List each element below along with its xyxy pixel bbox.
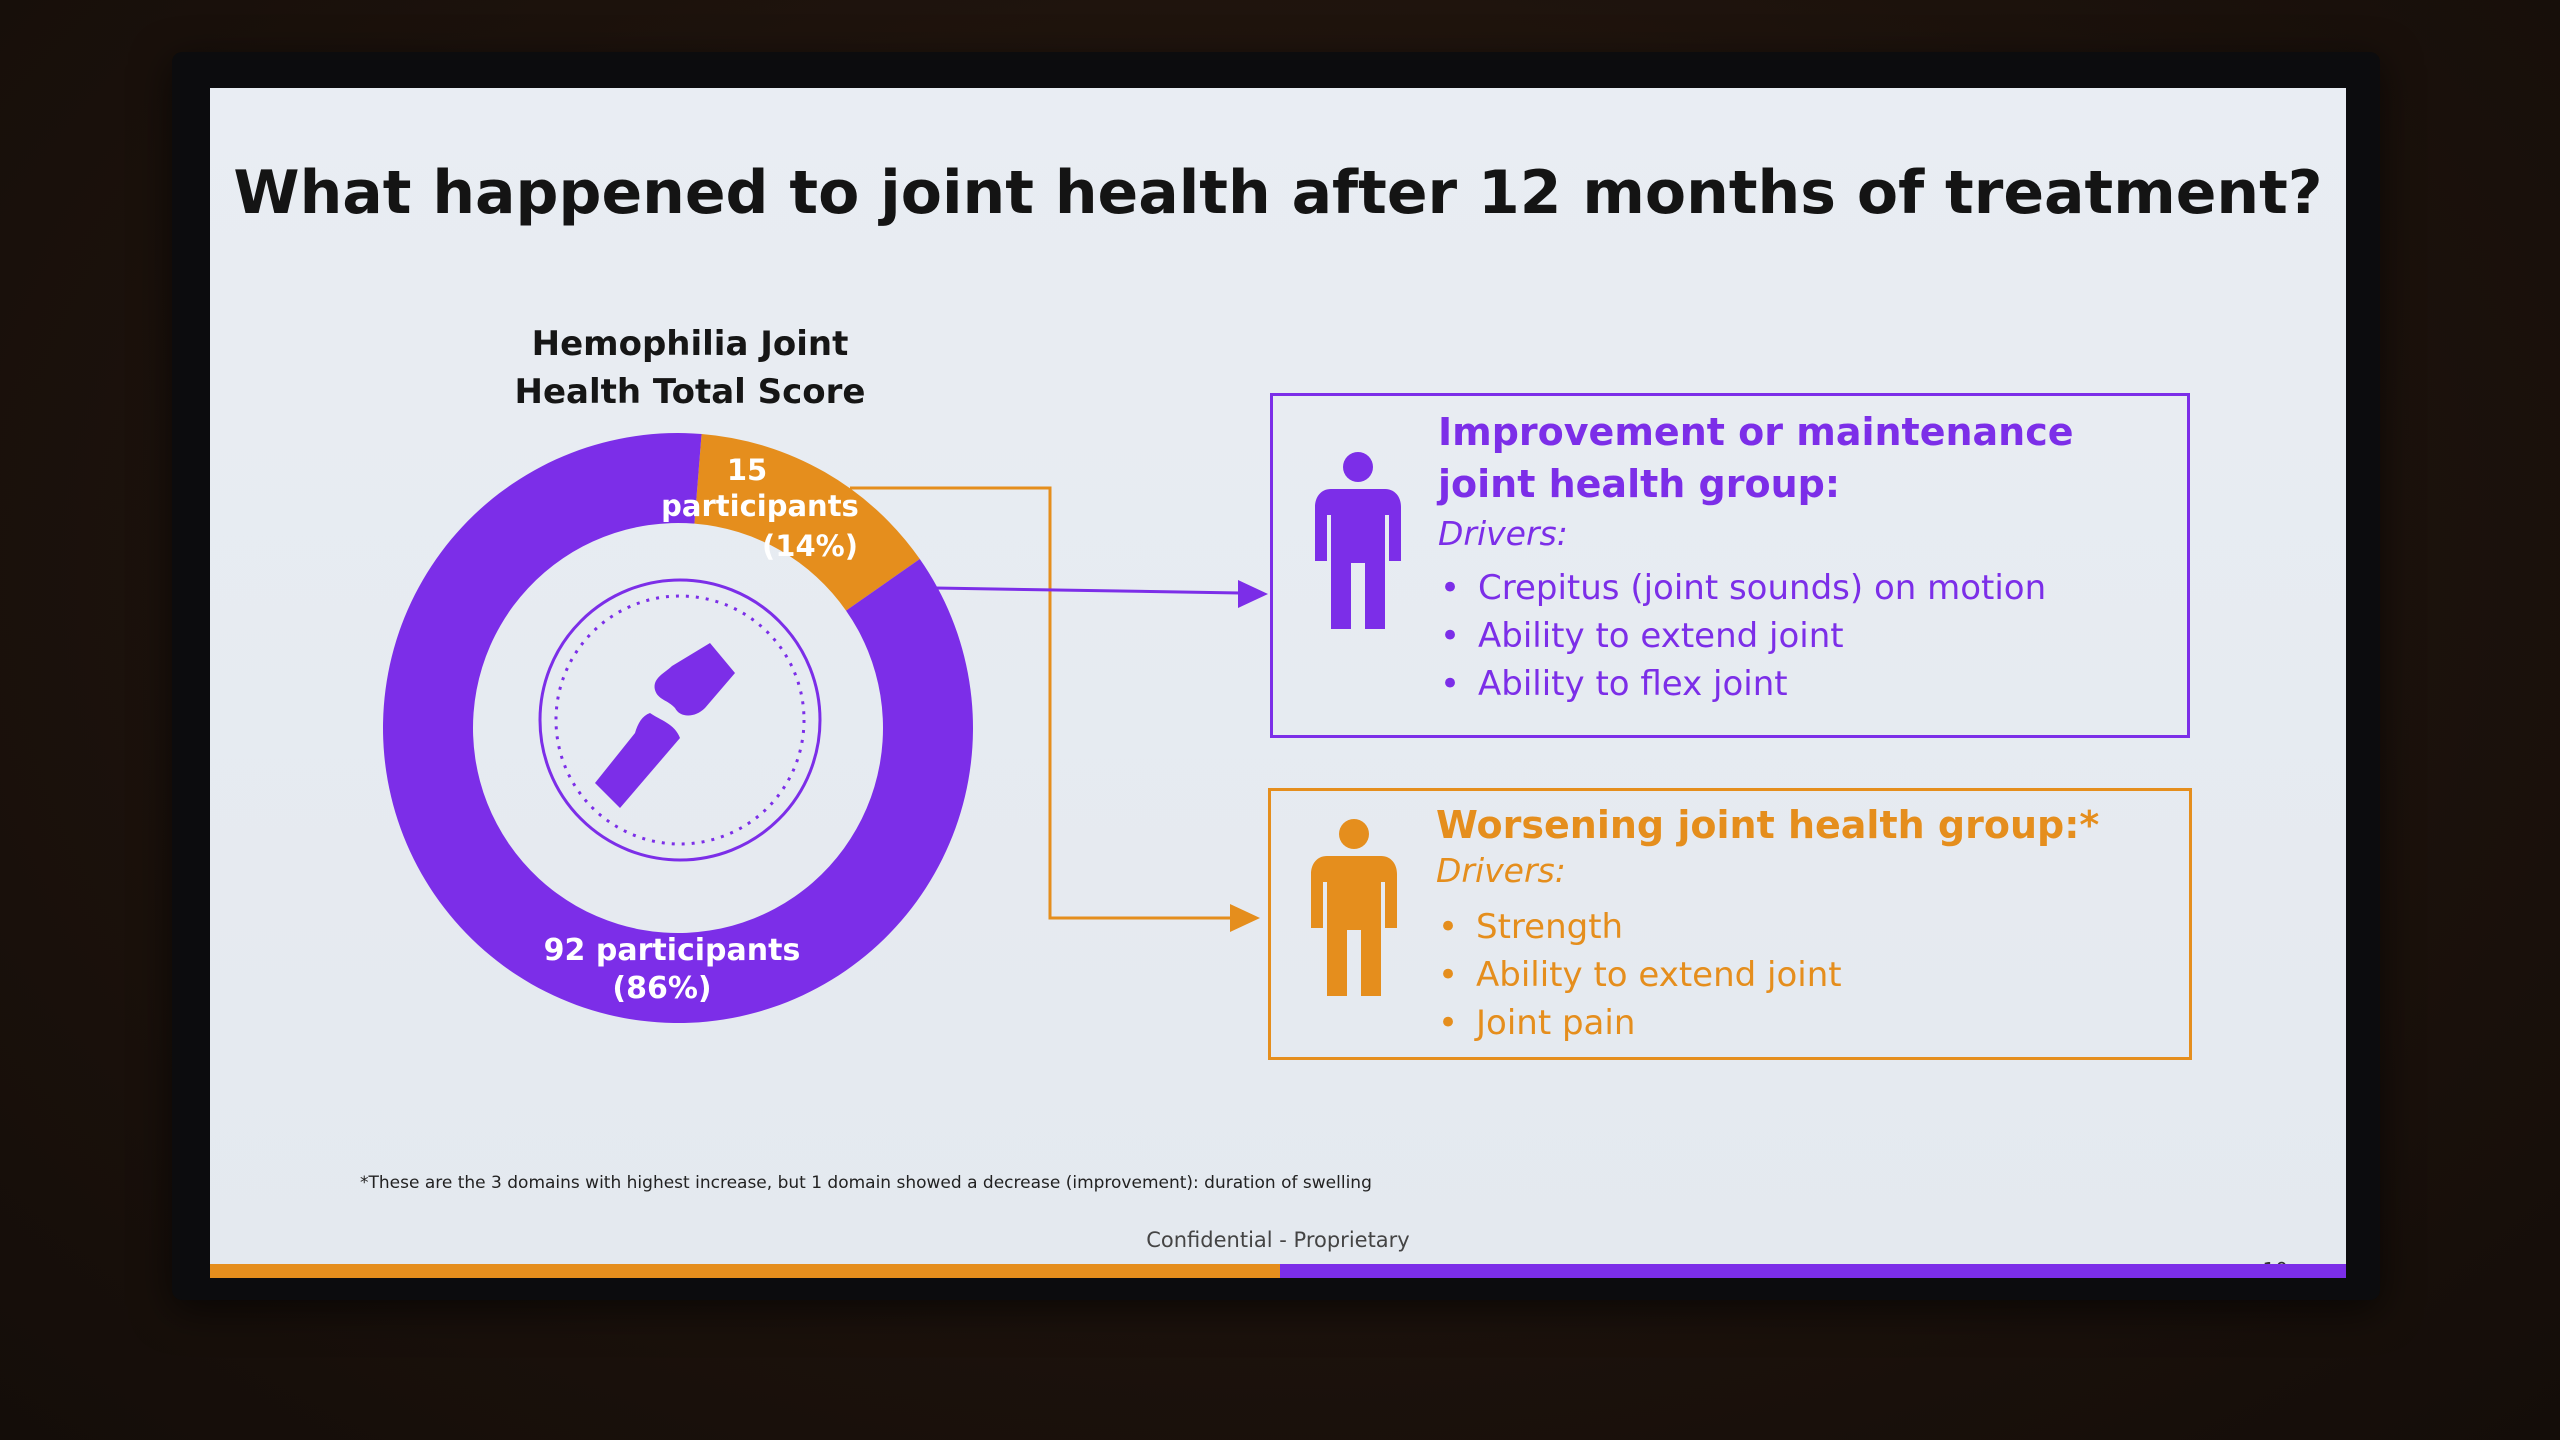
worsening-group-card: Worsening joint health group:* Drivers: … <box>1268 788 2192 1060</box>
donut-slice-improvement <box>383 432 973 1023</box>
worsening-drivers-list: Strength Ability to extend joint Joint p… <box>1436 903 1842 1047</box>
donut-chart: 15 participants (14%) 92 participants (8… <box>383 432 1268 1023</box>
confidential-label: Confidential - Proprietary <box>1146 1228 1410 1252</box>
connector-worsening <box>850 486 1230 920</box>
slice-label-improvement-count: 92 participants <box>544 933 801 968</box>
list-item: Joint pain <box>1436 999 1842 1047</box>
improvement-group-title: Improvement or maintenance joint health … <box>1438 410 2074 506</box>
footnote: *These are the 3 domains with highest in… <box>360 1173 1372 1193</box>
footer-bar-purple <box>1280 1264 2346 1278</box>
arrowhead-improvement <box>1238 580 1268 608</box>
worsening-drivers-label: Drivers: <box>1436 851 1566 890</box>
slice-label-worsening-text: participants <box>661 489 859 523</box>
slice-label-worsening-count: 15 <box>727 453 767 487</box>
worsening-group-title: Worsening joint health group:* <box>1436 803 2100 847</box>
connector-improvement <box>934 586 1241 595</box>
improvement-drivers-label: Drivers: <box>1438 514 1568 553</box>
person-icon <box>1311 819 1397 996</box>
chart-title-line1: Hemophilia Joint <box>531 324 849 364</box>
list-item: Ability to extend joint <box>1438 612 2046 660</box>
slide-title: What happened to joint health after 12 m… <box>233 158 2323 228</box>
person-icon <box>1315 452 1401 629</box>
list-item: Crepitus (joint sounds) on motion <box>1438 564 2046 612</box>
slice-label-improvement-pct: (86%) <box>612 971 711 1006</box>
chart-title: Hemophilia Joint Health Total Score <box>480 320 900 416</box>
list-item: Strength <box>1436 903 1842 951</box>
improvement-group-card: Improvement or maintenance joint health … <box>1270 393 2190 738</box>
list-item: Ability to flex joint <box>1438 660 2046 708</box>
footer-bar-orange <box>210 1264 1280 1278</box>
slice-label-worsening-pct: (14%) <box>762 529 858 563</box>
joint-icon <box>538 578 822 862</box>
improvement-drivers-list: Crepitus (joint sounds) on motion Abilit… <box>1438 564 2046 708</box>
arrowhead-worsening <box>1230 904 1260 932</box>
list-item: Ability to extend joint <box>1436 951 1842 999</box>
donut-slice-worsening <box>694 433 920 611</box>
chart-title-line2: Health Total Score <box>514 372 866 412</box>
presentation-slide: What happened to joint health after 12 m… <box>210 88 2346 1278</box>
